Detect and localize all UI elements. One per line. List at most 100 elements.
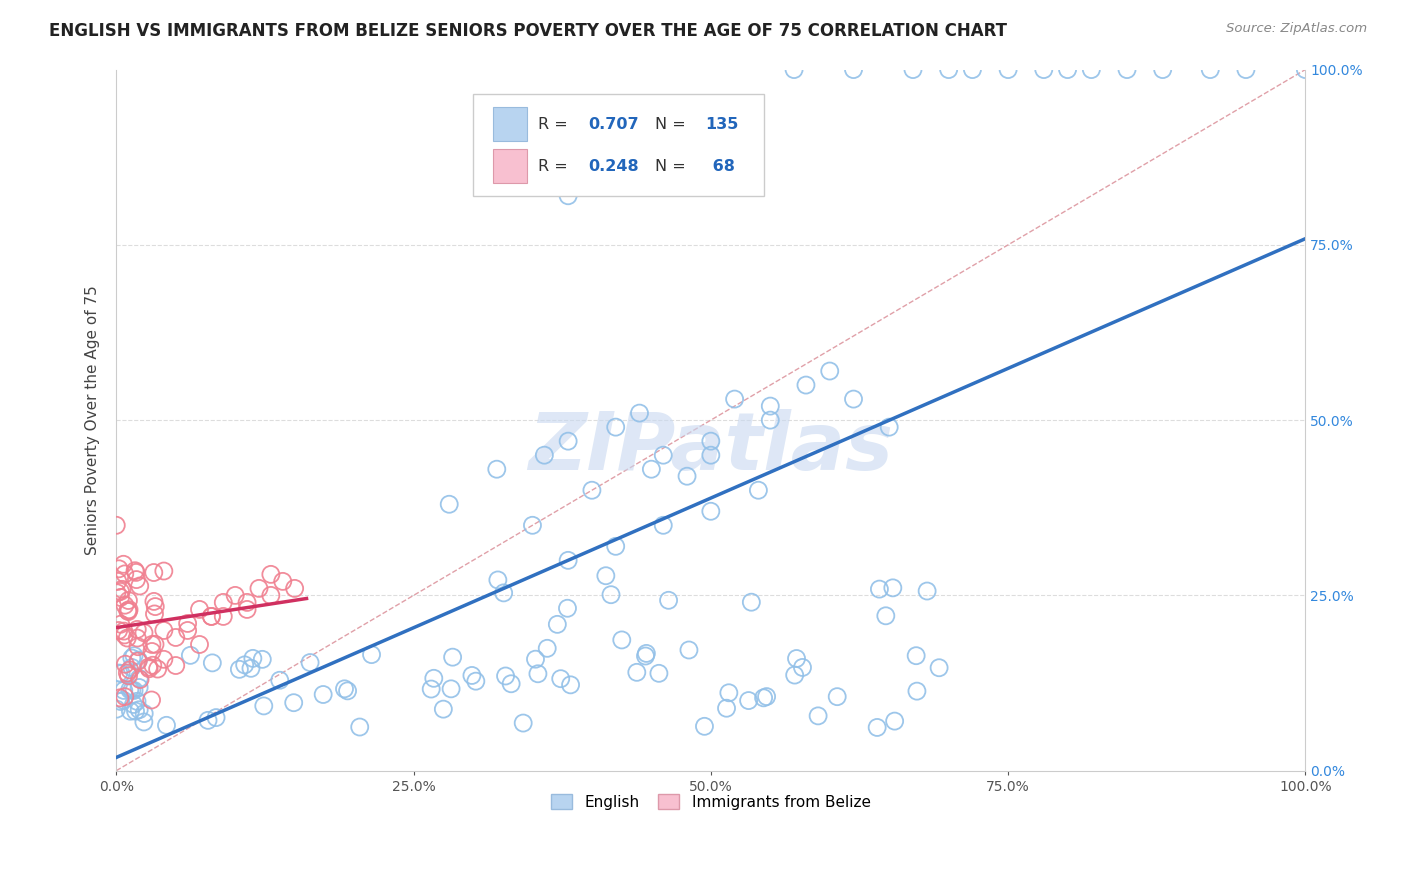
Point [125,573,148,587]
Point [752,690,775,705]
Point [634,648,657,663]
Point [114,657,136,672]
Point [127,654,149,668]
Point [129,673,152,687]
Point [107,666,129,681]
Point [818,364,841,378]
Point [783,668,806,682]
Point [143,637,166,651]
Point [557,434,579,449]
Text: 68: 68 [707,159,735,174]
Point [786,651,808,665]
Point [165,631,187,645]
Point [165,658,187,673]
Point [176,624,198,638]
Point [179,648,201,663]
Point [153,624,176,638]
Point [117,665,139,680]
Point [132,625,155,640]
Bar [494,107,526,141]
Point [132,714,155,729]
Point [121,651,143,665]
Point [128,681,150,695]
Point [636,647,658,661]
Point [260,567,283,582]
Point [105,702,128,716]
Text: 0.707: 0.707 [588,117,638,132]
Point [110,694,132,708]
Point [176,616,198,631]
Point [905,648,928,663]
Point [349,720,371,734]
Point [269,673,291,688]
Point [283,696,305,710]
Point [759,399,782,413]
Point [700,504,723,518]
Point [557,553,579,567]
Point [905,684,928,698]
Point [118,682,141,697]
Point [108,562,131,576]
Point [464,674,486,689]
Point [420,681,443,696]
Point [197,714,219,728]
Point [299,656,322,670]
Point [134,706,156,721]
Point [652,448,675,462]
Point [228,662,250,676]
Point [128,672,150,686]
Point [807,709,830,723]
Point [693,719,716,733]
Point [676,469,699,483]
Point [501,677,523,691]
Point [495,669,517,683]
Point [112,693,135,707]
Point [114,628,136,642]
Text: N =: N = [655,117,690,132]
Point [485,462,508,476]
Text: N =: N = [655,159,690,174]
Point [901,62,924,77]
Legend: English, Immigrants from Belize: English, Immigrants from Belize [546,788,877,815]
Point [626,665,648,680]
Point [153,564,176,578]
Point [1056,62,1078,77]
Point [142,594,165,608]
Point [260,588,283,602]
Point [1199,62,1222,77]
Point [200,609,222,624]
Point [737,693,759,707]
Point [110,584,132,599]
Point [747,483,769,498]
Point [127,640,149,654]
Point [557,601,579,615]
Point [142,566,165,580]
Point [658,593,681,607]
Point [122,698,145,712]
Point [1032,62,1054,77]
Point [114,690,136,704]
Point [117,669,139,683]
Point [759,413,782,427]
Point [120,704,142,718]
Point [723,392,745,406]
Point [124,704,146,718]
Point [141,693,163,707]
Point [717,686,740,700]
Text: R =: R = [538,117,574,132]
Point [928,661,950,675]
Point [825,690,848,704]
Point [883,714,905,728]
Point [866,721,889,735]
Point [242,651,264,665]
Point [107,624,129,638]
Point [792,660,814,674]
Point [522,518,544,533]
Point [252,652,274,666]
Point [107,574,129,589]
Point [122,683,145,698]
Point [138,662,160,676]
Text: 135: 135 [704,117,738,132]
Point [877,420,900,434]
Point [868,582,890,596]
